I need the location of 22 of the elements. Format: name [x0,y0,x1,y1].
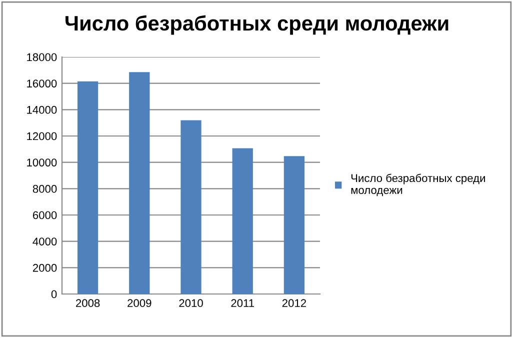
y-tick-label: 4000 [32,238,57,246]
y-tick-label: 10000 [27,158,57,166]
chart-title: Число безработных среди молодежи [66,15,448,35]
bar [180,120,202,294]
bar [129,72,150,294]
legend-label: Число безработных среди молодежи [351,174,485,196]
bar [232,148,253,294]
y-tick-label: 0 [51,290,57,298]
x-tick-label: 2011 [231,299,254,308]
y-tick-label: 2000 [32,264,57,272]
y-tick-label: 14000 [27,106,57,114]
bar [77,81,98,294]
y-tick-label: 12000 [27,132,57,140]
y-tick-label: 16000 [27,80,57,88]
y-tick-label: 8000 [32,184,57,193]
y-tick-label: 18000 [27,53,57,62]
x-tick-label: 2008 [76,299,100,308]
x-tick-label: 2010 [179,299,203,308]
x-tick-label: 2009 [128,299,152,308]
y-tick-label: 6000 [32,211,57,220]
x-tick-label: 2012 [282,299,306,308]
bar [284,156,305,294]
